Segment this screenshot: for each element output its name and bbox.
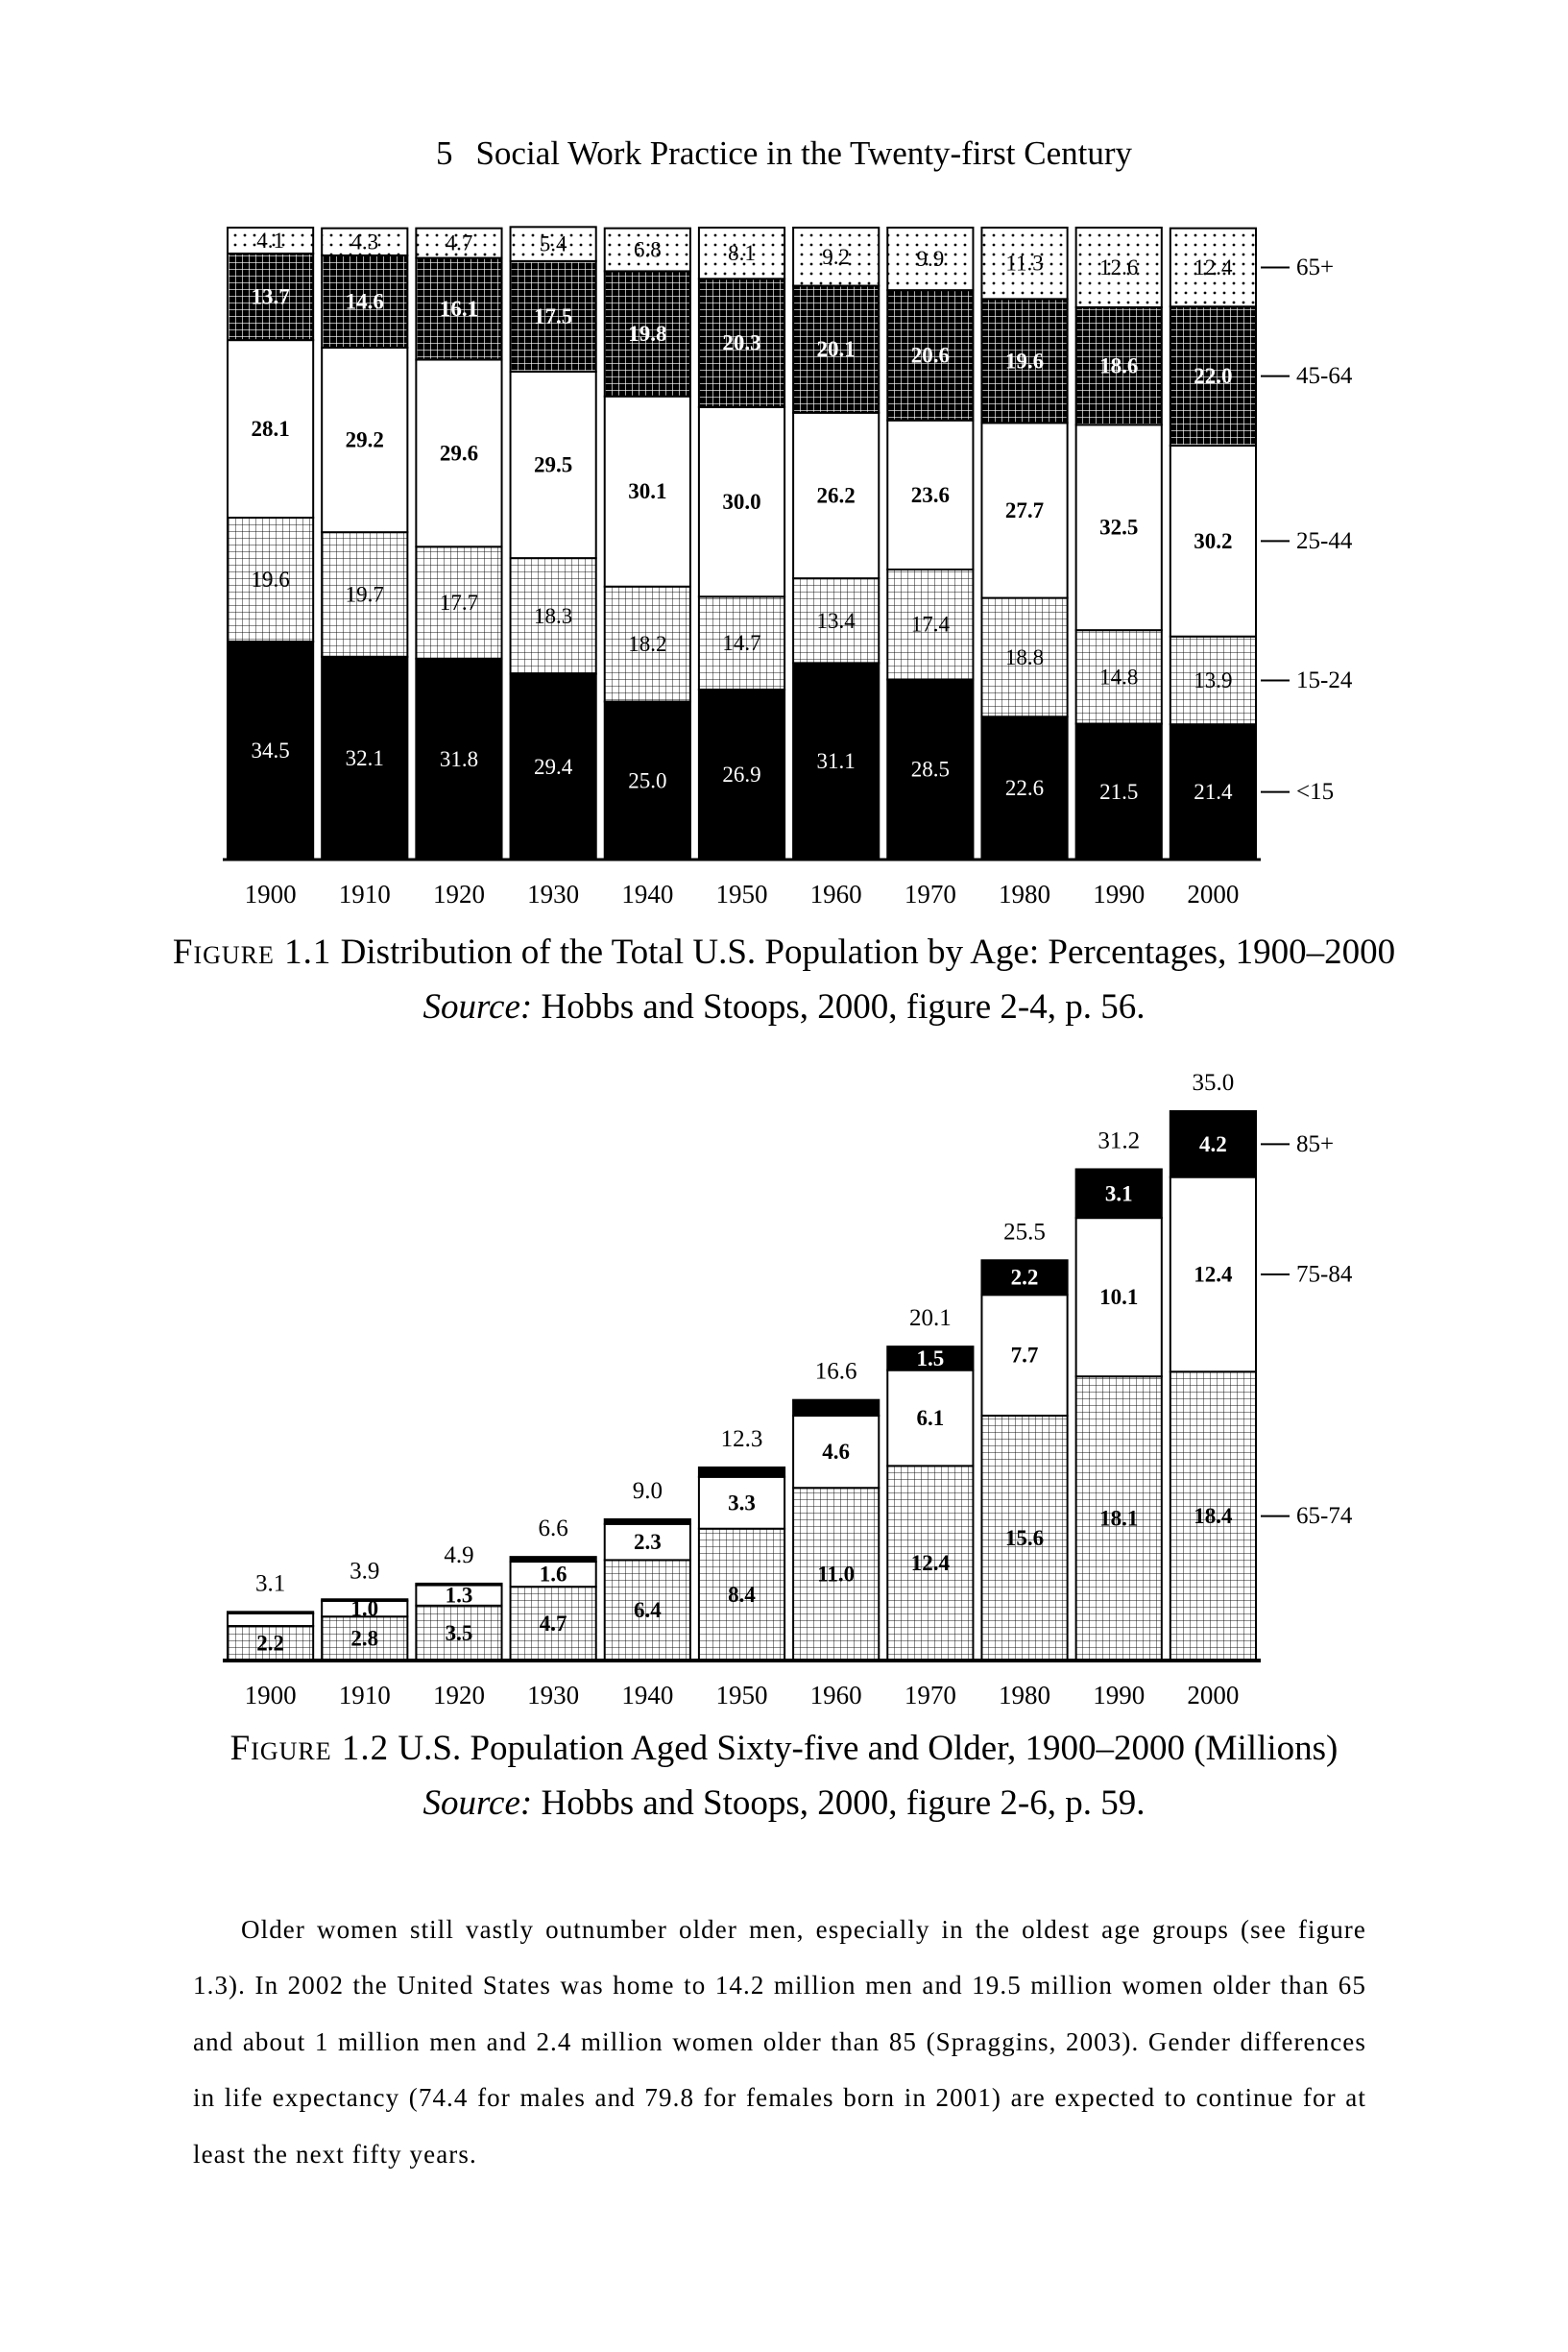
svg-text:65-74: 65-74 [1296, 1503, 1353, 1529]
svg-text:1960: 1960 [810, 1681, 862, 1709]
svg-text:31.2: 31.2 [1098, 1128, 1140, 1153]
svg-text:12.4: 12.4 [911, 1551, 951, 1575]
svg-text:16.6: 16.6 [815, 1359, 857, 1385]
svg-text:6.4: 6.4 [634, 1598, 662, 1622]
svg-text:9.0: 9.0 [633, 1478, 663, 1504]
svg-text:1980: 1980 [999, 1681, 1050, 1709]
svg-text:1.3: 1.3 [446, 1584, 473, 1608]
svg-text:1970: 1970 [905, 1681, 956, 1709]
svg-text:1920: 1920 [433, 1681, 485, 1709]
svg-text:85+: 85+ [1296, 1131, 1334, 1157]
svg-text:3.1: 3.1 [1105, 1181, 1133, 1205]
svg-text:10.1: 10.1 [1099, 1285, 1138, 1309]
svg-text:1900: 1900 [245, 1681, 297, 1709]
svg-text:3.1: 3.1 [255, 1570, 285, 1596]
svg-text:35.0: 35.0 [1193, 1070, 1235, 1096]
svg-text:12.3: 12.3 [721, 1426, 763, 1452]
svg-text:7.7: 7.7 [1011, 1344, 1039, 1368]
svg-text:1930: 1930 [527, 1681, 579, 1709]
svg-text:6.1: 6.1 [916, 1406, 944, 1430]
svg-text:1.6: 1.6 [540, 1563, 567, 1587]
svg-text:2.2: 2.2 [1011, 1266, 1039, 1290]
svg-text:1950: 1950 [716, 1681, 768, 1709]
svg-text:1910: 1910 [339, 1681, 391, 1709]
svg-text:2.2: 2.2 [256, 1632, 284, 1656]
svg-text:3.3: 3.3 [728, 1491, 756, 1515]
svg-text:18.1: 18.1 [1099, 1507, 1138, 1531]
svg-text:2.8: 2.8 [350, 1627, 378, 1651]
svg-text:3.5: 3.5 [446, 1621, 473, 1645]
svg-text:4.9: 4.9 [444, 1542, 473, 1568]
svg-text:75-84: 75-84 [1296, 1261, 1353, 1287]
svg-text:3.9: 3.9 [350, 1558, 379, 1584]
svg-text:15.6: 15.6 [1005, 1526, 1044, 1550]
svg-text:6.6: 6.6 [539, 1515, 568, 1541]
svg-text:12.4: 12.4 [1194, 1262, 1233, 1286]
svg-text:1990: 1990 [1093, 1681, 1145, 1709]
svg-text:2.3: 2.3 [634, 1530, 662, 1554]
svg-text:8.4: 8.4 [728, 1583, 756, 1607]
svg-text:25.5: 25.5 [1003, 1219, 1046, 1245]
svg-text:4.7: 4.7 [540, 1612, 567, 1636]
svg-text:1.5: 1.5 [916, 1346, 944, 1370]
svg-text:20.1: 20.1 [909, 1305, 952, 1331]
svg-text:4.2: 4.2 [1199, 1132, 1227, 1156]
svg-text:11.0: 11.0 [817, 1563, 855, 1587]
svg-text:2000: 2000 [1187, 1681, 1239, 1709]
svg-text:4.6: 4.6 [822, 1440, 850, 1464]
svg-text:18.4: 18.4 [1194, 1504, 1233, 1528]
svg-text:1940: 1940 [621, 1681, 673, 1709]
